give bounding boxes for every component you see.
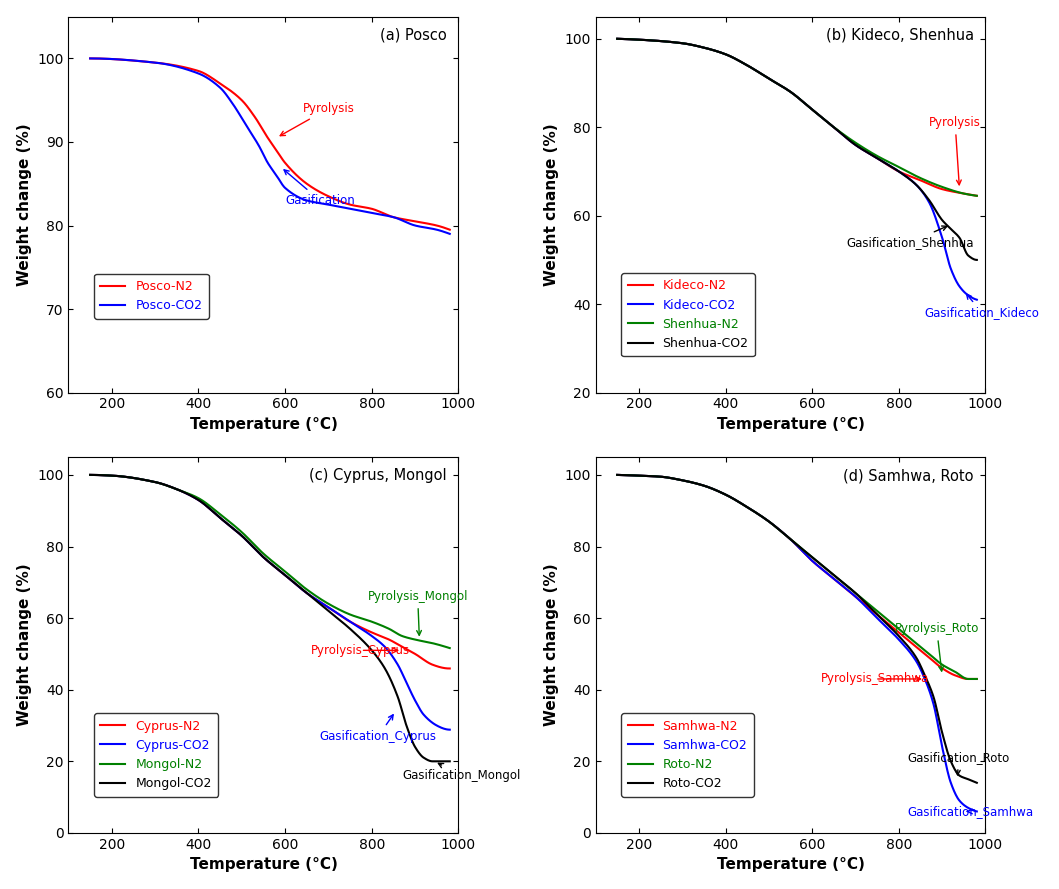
Text: (d) Samhwa, Roto: (d) Samhwa, Roto — [843, 469, 974, 484]
Legend: Cyprus-N2, Cyprus-CO2, Mongol-N2, Mongol-CO2: Cyprus-N2, Cyprus-CO2, Mongol-N2, Mongol… — [94, 713, 218, 797]
Text: Pyrolysis_Samhwa: Pyrolysis_Samhwa — [821, 672, 929, 685]
Text: Pyrolysis_Mongol: Pyrolysis_Mongol — [367, 590, 468, 636]
X-axis label: Temperature (°C): Temperature (°C) — [190, 417, 338, 432]
Text: Pyrolysis_Cyprus: Pyrolysis_Cyprus — [311, 644, 410, 657]
Text: Pyrolysis_Roto: Pyrolysis_Roto — [895, 622, 979, 671]
Text: Gasification: Gasification — [284, 170, 355, 207]
Text: Gasification_Kideco: Gasification_Kideco — [925, 294, 1040, 319]
Legend: Kideco-N2, Kideco-CO2, Shenhua-N2, Shenhua-CO2: Kideco-N2, Kideco-CO2, Shenhua-N2, Shenh… — [622, 273, 755, 356]
Text: (a) Posco: (a) Posco — [380, 28, 447, 43]
Text: Pyrolysis: Pyrolysis — [929, 116, 981, 185]
Text: Gasification_Cyprus: Gasification_Cyprus — [320, 715, 436, 742]
Text: Gasification_Roto: Gasification_Roto — [908, 751, 1009, 775]
X-axis label: Temperature (°C): Temperature (°C) — [717, 417, 864, 432]
Text: Gasification_Shenhua: Gasification_Shenhua — [847, 226, 974, 249]
Legend: Posco-N2, Posco-CO2: Posco-N2, Posco-CO2 — [94, 274, 209, 318]
X-axis label: Temperature (°C): Temperature (°C) — [717, 857, 864, 872]
Text: (b) Kideco, Shenhua: (b) Kideco, Shenhua — [826, 28, 974, 43]
Y-axis label: Weight change (%): Weight change (%) — [543, 124, 559, 286]
X-axis label: Temperature (°C): Temperature (°C) — [190, 857, 338, 872]
Text: (c) Cyprus, Mongol: (c) Cyprus, Mongol — [309, 469, 447, 484]
Text: Pyrolysis: Pyrolysis — [281, 102, 355, 136]
Y-axis label: Weight change (%): Weight change (%) — [17, 564, 32, 726]
Text: Gasification_Samhwa: Gasification_Samhwa — [908, 805, 1034, 818]
Y-axis label: Weight change (%): Weight change (%) — [17, 124, 32, 286]
Legend: Samhwa-N2, Samhwa-CO2, Roto-N2, Roto-CO2: Samhwa-N2, Samhwa-CO2, Roto-N2, Roto-CO2 — [622, 713, 754, 797]
Text: Gasification_Mongol: Gasification_Mongol — [402, 764, 520, 782]
Y-axis label: Weight change (%): Weight change (%) — [543, 564, 559, 726]
